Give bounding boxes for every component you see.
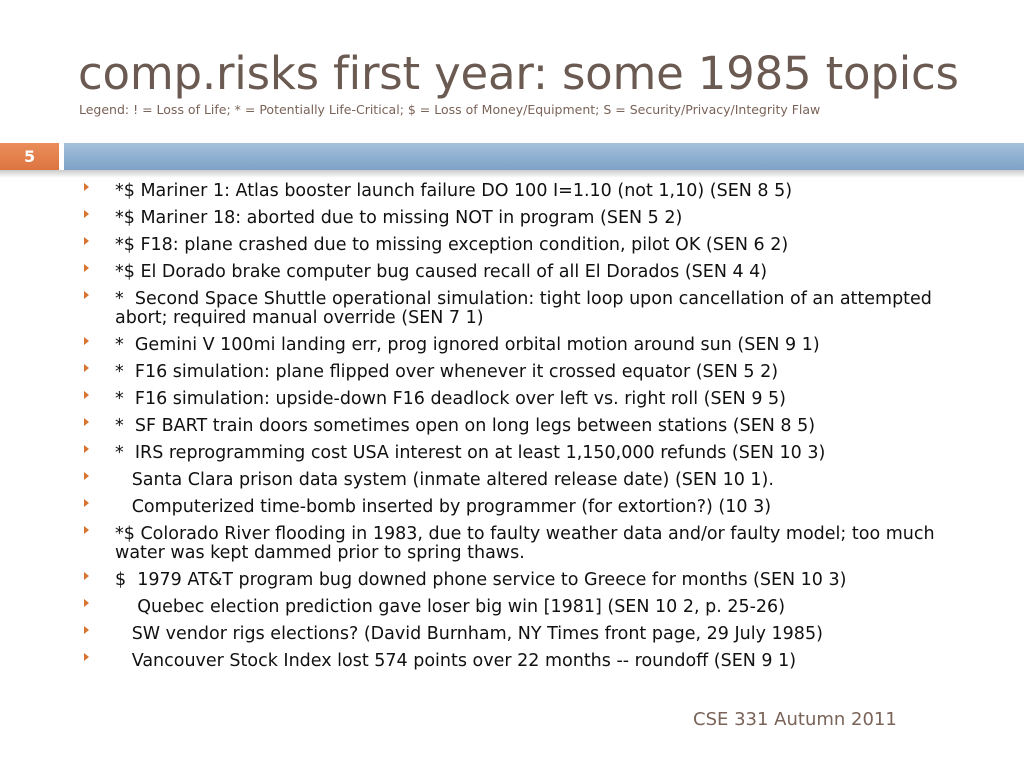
slide-number-badge: 5 — [0, 143, 59, 170]
bullet-text: Santa Clara prison data system (inmate a… — [115, 470, 774, 490]
bullet-item: * F16 simulation: upside-down F16 deadlo… — [80, 390, 960, 409]
arrow-bullet-icon — [84, 210, 89, 218]
bullet-text: *$ Mariner 1: Atlas booster launch failu… — [115, 181, 793, 201]
bullet-item: * IRS reprogramming cost USA interest on… — [80, 444, 960, 463]
bullet-item: Computerized time-bomb inserted by progr… — [80, 498, 960, 517]
arrow-bullet-icon — [84, 291, 89, 299]
bullet-item: * F16 simulation: plane flipped over whe… — [80, 363, 960, 382]
slide-legend: Legend: ! = Loss of Life; * = Potentiall… — [79, 102, 821, 117]
bullet-item: * SF BART train doors sometimes open on … — [80, 417, 960, 436]
arrow-bullet-icon — [84, 653, 89, 661]
bullet-text: $ 1979 AT&T program bug downed phone ser… — [115, 570, 847, 590]
arrow-bullet-icon — [84, 599, 89, 607]
arrow-bullet-icon — [84, 237, 89, 245]
bullet-item: * Gemini V 100mi landing err, prog ignor… — [80, 336, 960, 355]
arrow-bullet-icon — [84, 445, 89, 453]
bullet-text: Computerized time-bomb inserted by progr… — [115, 497, 772, 517]
bullet-text: Quebec election prediction gave loser bi… — [115, 597, 786, 617]
slide-title: comp.risks first year: some 1985 topics — [78, 47, 959, 100]
divider-shadow — [0, 170, 1024, 178]
bullet-item: *$ Mariner 18: aborted due to missing NO… — [80, 209, 960, 228]
bullet-text: * IRS reprogramming cost USA interest on… — [115, 443, 826, 463]
bullet-item: *$ Mariner 1: Atlas booster launch failu… — [80, 182, 960, 201]
bullet-text: *$ Colorado River flooding in 1983, due … — [115, 524, 941, 563]
bullet-text: *$ Mariner 18: aborted due to missing NO… — [115, 208, 683, 228]
bullet-text: * Second Space Shuttle operational simul… — [115, 289, 938, 328]
bullet-list: *$ Mariner 1: Atlas booster launch failu… — [80, 182, 960, 679]
bullet-item: * Second Space Shuttle operational simul… — [80, 290, 960, 328]
arrow-bullet-icon — [84, 499, 89, 507]
bullet-text: * F16 simulation: plane flipped over whe… — [115, 362, 779, 382]
slide-footer: CSE 331 Autumn 2011 — [693, 709, 897, 730]
arrow-bullet-icon — [84, 183, 89, 191]
bullet-text: * SF BART train doors sometimes open on … — [115, 416, 816, 436]
bullet-item: Santa Clara prison data system (inmate a… — [80, 471, 960, 490]
bullet-item: SW vendor rigs elections? (David Burnham… — [80, 625, 960, 644]
bullet-text: * Gemini V 100mi landing err, prog ignor… — [115, 335, 820, 355]
arrow-bullet-icon — [84, 364, 89, 372]
bullet-item: Quebec election prediction gave loser bi… — [80, 598, 960, 617]
arrow-bullet-icon — [84, 526, 89, 534]
bullet-text: *$ El Dorado brake computer bug caused r… — [115, 262, 768, 282]
title-divider-bar — [64, 143, 1024, 170]
arrow-bullet-icon — [84, 418, 89, 426]
arrow-bullet-icon — [84, 264, 89, 272]
bullet-item: Vancouver Stock Index lost 574 points ov… — [80, 652, 960, 671]
arrow-bullet-icon — [84, 391, 89, 399]
bullet-item: *$ F18: plane crashed due to missing exc… — [80, 236, 960, 255]
bullet-item: *$ El Dorado brake computer bug caused r… — [80, 263, 960, 282]
arrow-bullet-icon — [84, 337, 89, 345]
bullet-text: * F16 simulation: upside-down F16 deadlo… — [115, 389, 786, 409]
arrow-bullet-icon — [84, 572, 89, 580]
bullet-text: *$ F18: plane crashed due to missing exc… — [115, 235, 789, 255]
bullet-item: $ 1979 AT&T program bug downed phone ser… — [80, 571, 960, 590]
bullet-text: Vancouver Stock Index lost 574 points ov… — [115, 651, 797, 671]
bullet-text: SW vendor rigs elections? (David Burnham… — [115, 624, 823, 644]
bullet-item: *$ Colorado River flooding in 1983, due … — [80, 525, 960, 563]
arrow-bullet-icon — [84, 626, 89, 634]
arrow-bullet-icon — [84, 472, 89, 480]
